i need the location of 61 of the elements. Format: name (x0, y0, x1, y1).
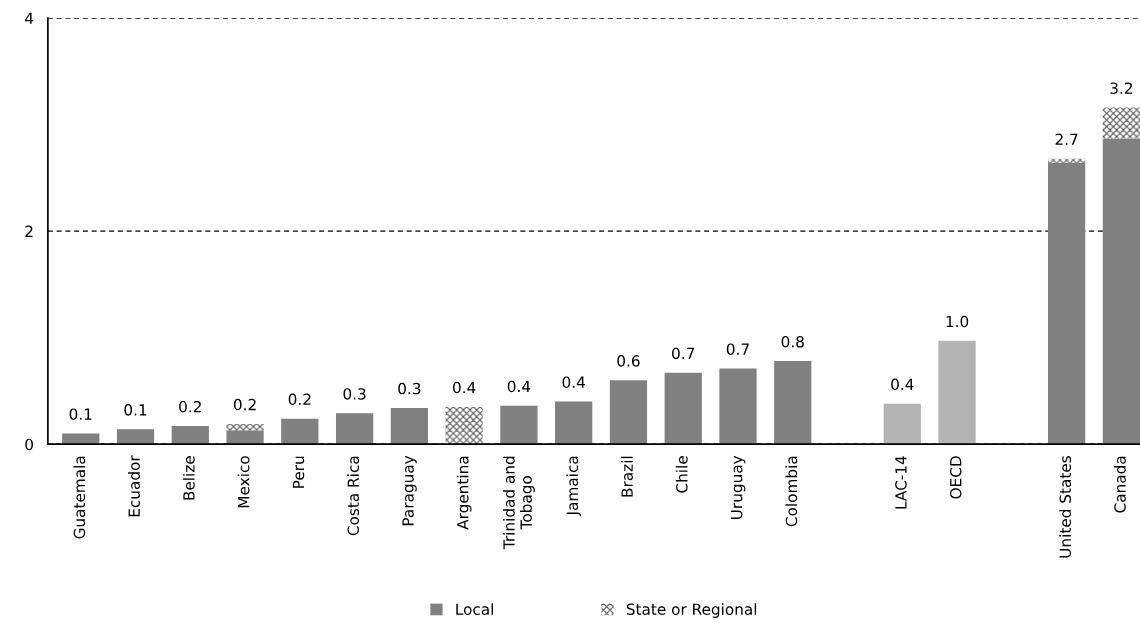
x-tick-label: Belize (182, 456, 195, 500)
total-label: 0.6 (617, 355, 640, 367)
bar (171, 426, 209, 445)
y-tick-label: 4 (25, 12, 34, 24)
x-tick-label: Uruguay (731, 455, 746, 519)
x-tick-label: United States (1059, 456, 1072, 558)
total-label: 0.2 (179, 400, 201, 413)
x-tick-label: Jamaica (566, 456, 581, 517)
bar (1102, 107, 1140, 139)
bar (335, 413, 374, 445)
bar (226, 423, 264, 431)
bar (500, 405, 538, 445)
legend-label: State or Regional (626, 603, 757, 618)
bar (116, 429, 155, 445)
bar (883, 403, 921, 445)
x-tick-label: Mexico (237, 456, 250, 508)
x-tick-label: LAC-14 (895, 456, 907, 509)
bar (774, 361, 812, 445)
bar (281, 418, 319, 445)
total-label: 0.4 (452, 381, 476, 394)
x-tick-label: Chile (675, 456, 688, 493)
bar (1047, 162, 1086, 445)
total-label: 0.2 (288, 393, 311, 406)
total-label: 0.1 (69, 408, 92, 420)
bar (445, 406, 483, 445)
bar (226, 430, 264, 445)
total-label: 0.3 (398, 382, 421, 395)
total-label: 0.1 (124, 404, 147, 416)
x-tick-label: Costa Rica (347, 456, 360, 536)
total-label: 0.7 (672, 347, 695, 360)
x-tick-label: Paraguay (402, 455, 417, 526)
total-label: 0.2 (233, 398, 256, 411)
x-tick-label: Canada (1113, 456, 1126, 513)
x-tick-label: Peru (292, 456, 305, 488)
x-tick-label: Trinidad and Tobago (502, 456, 535, 550)
y-tick-label: 2 (25, 225, 33, 237)
x-tick-label: Ecuador (128, 455, 140, 517)
total-label: 0.4 (891, 378, 914, 391)
total-label: 0.8 (781, 335, 804, 348)
bar (938, 340, 976, 445)
x-tick-label: Guatemala (73, 456, 86, 539)
total-label: 0.3 (343, 388, 366, 400)
x-tick-label: Brazil (621, 456, 633, 497)
bar (1047, 158, 1086, 163)
legend-label: Local (456, 603, 493, 615)
bar (664, 372, 702, 445)
total-label: 2.7 (1055, 133, 1078, 145)
total-label: 0.4 (562, 376, 585, 388)
total-label: 1.0 (946, 315, 969, 328)
x-tick-label: Argentina (456, 456, 472, 530)
x-tick-label: Colombia (785, 456, 798, 527)
bar (1102, 138, 1140, 445)
bar (555, 401, 593, 445)
bar (609, 380, 648, 445)
total-label: 0.4 (507, 380, 531, 393)
y-tick-label: 0 (25, 438, 33, 451)
bar (719, 368, 757, 445)
bar (390, 407, 428, 445)
x-tick-label: OECD (949, 456, 962, 499)
total-label: 0.7 (726, 343, 749, 355)
total-label: 3.2 (1110, 82, 1132, 94)
